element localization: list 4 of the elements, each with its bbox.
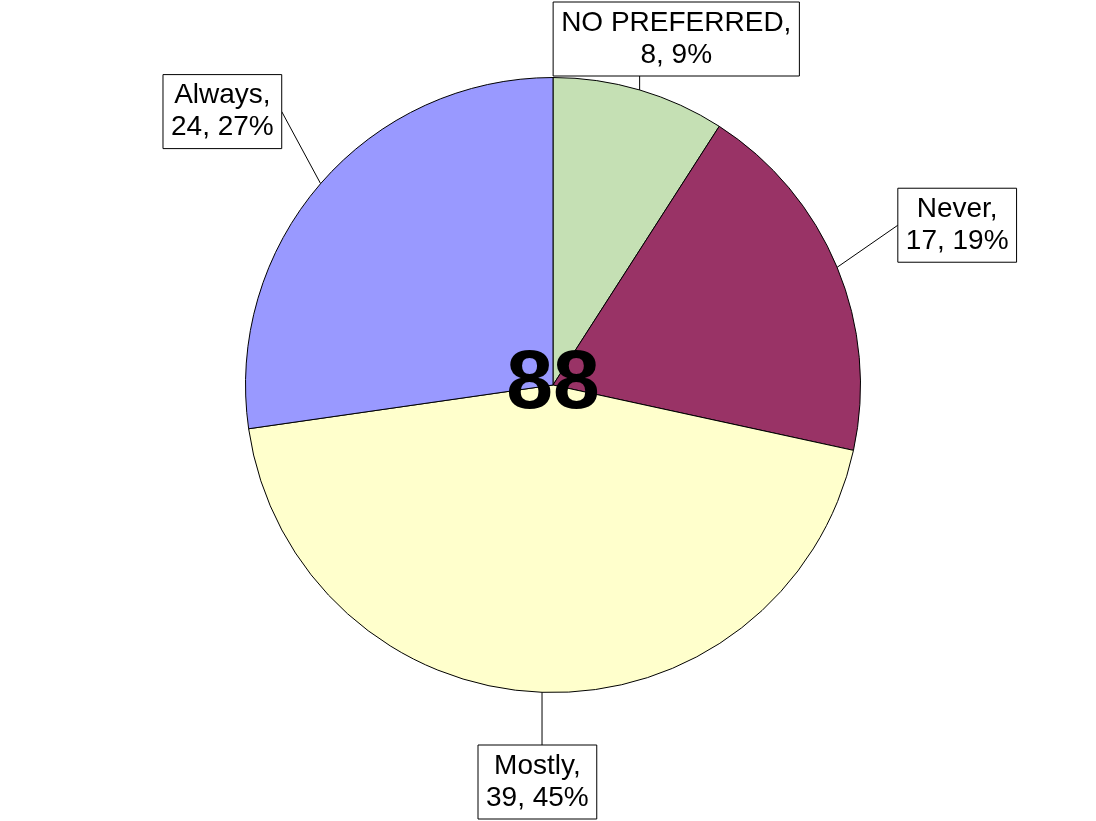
slice-label: NO PREFERRED, 8, 9% bbox=[561, 5, 792, 69]
slice-label: Always, 24, 27% bbox=[170, 78, 274, 142]
slice-label: Mostly, 39, 45% bbox=[486, 748, 589, 812]
slice-label: Never, 17, 19% bbox=[905, 191, 1009, 255]
